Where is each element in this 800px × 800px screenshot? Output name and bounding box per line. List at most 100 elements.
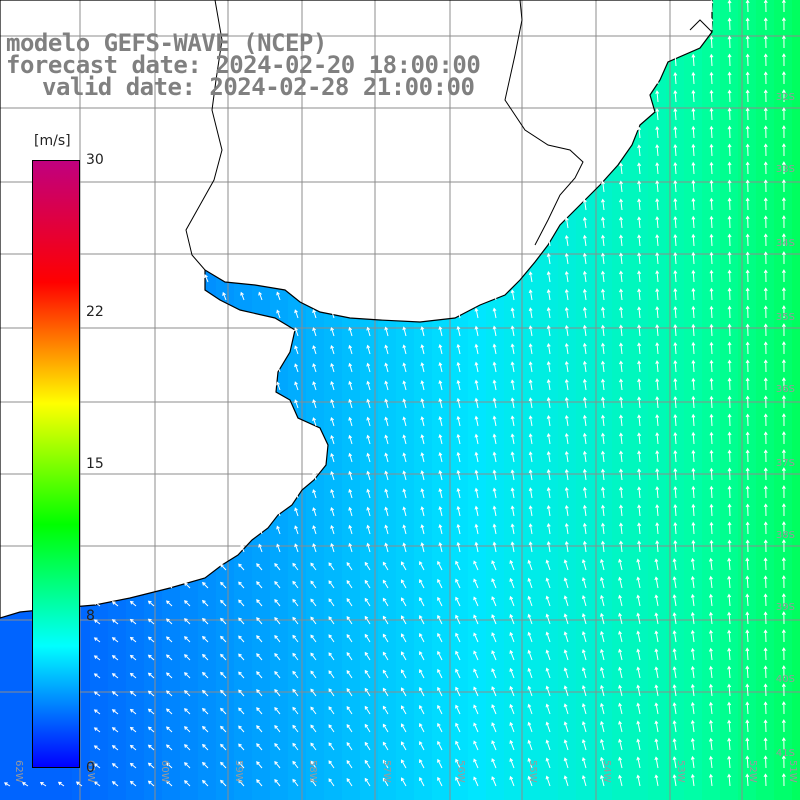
wind-arrow (781, 359, 786, 373)
wind-arrow (745, 467, 750, 481)
wind-arrows (3, 0, 786, 787)
wind-arrow (438, 469, 443, 481)
wind-speed-cell (72, 648, 90, 666)
wind-arrow (673, 72, 678, 85)
wind-arrow (455, 578, 461, 589)
wind-arrow (527, 703, 533, 715)
wind-speed-cell (414, 738, 432, 756)
wind-speed-cell (270, 720, 288, 738)
wind-arrow (781, 413, 786, 427)
wind-arrow (763, 107, 768, 121)
wind-arrow (654, 756, 659, 769)
wind-arrow (456, 433, 461, 445)
wind-arrow (781, 503, 786, 517)
wind-speed-cell (792, 432, 800, 450)
wind-arrow (165, 654, 173, 661)
wind-arrow (582, 360, 587, 373)
wind-arrow (637, 414, 642, 427)
wind-arrow (366, 380, 371, 391)
wind-arrow (691, 233, 696, 247)
wind-speed-cell (270, 666, 288, 684)
wind-arrow (727, 611, 732, 625)
wind-arrow (274, 598, 281, 607)
wind-arrow (238, 635, 245, 643)
wind-speed-cell (540, 360, 558, 378)
wind-speed-cell (630, 198, 648, 216)
wind-speed-cell (144, 738, 162, 756)
wind-speed-cell (648, 792, 666, 800)
wind-speed-cell (234, 774, 252, 792)
wind-speed-cell (198, 756, 216, 774)
wind-speed-cell (252, 756, 270, 774)
wind-arrow (545, 703, 551, 715)
wind-arrow (330, 470, 335, 481)
wind-arrow (310, 670, 317, 679)
wind-arrow (93, 637, 101, 643)
wind-arrow (745, 539, 750, 553)
wind-speed-cell (396, 756, 414, 774)
wind-arrow (564, 342, 569, 355)
wind-speed-cell (792, 342, 800, 360)
wind-arrow (348, 362, 353, 373)
wind-speed-cell (720, 360, 738, 378)
wind-arrow (637, 504, 642, 517)
wind-arrow (781, 35, 786, 49)
wind-speed-cell (702, 306, 720, 324)
wind-arrow (600, 360, 605, 373)
wind-speed-cell (576, 504, 594, 522)
wind-speed-cell (774, 558, 792, 576)
wind-speed-cell (684, 486, 702, 504)
wind-arrow (655, 450, 660, 463)
wind-speed-cell (648, 540, 666, 558)
wind-arrow (419, 687, 425, 697)
wind-arrow (618, 756, 623, 769)
wind-arrow (745, 773, 750, 787)
wind-speed-cell (252, 576, 270, 594)
wind-arrow (655, 414, 660, 427)
wind-arrow (637, 468, 642, 481)
wind-arrow (184, 762, 191, 769)
wind-arrow (745, 395, 750, 409)
wind-arrow (165, 744, 173, 751)
wind-arrow (419, 669, 425, 679)
wind-arrow (456, 397, 461, 409)
wind-arrow (745, 413, 750, 427)
wind-arrow (600, 342, 605, 355)
wind-arrow (348, 452, 353, 463)
wind-speed-cell (702, 522, 720, 540)
wind-arrow (348, 470, 353, 481)
wind-arrow (619, 288, 623, 301)
wind-arrow (763, 737, 768, 751)
wind-speed-cell (792, 324, 800, 342)
wind-arrow (600, 504, 605, 517)
wind-arrow (581, 631, 587, 643)
wind-arrow (545, 613, 551, 625)
wind-arrow (438, 541, 443, 553)
wind-speed-cell (684, 378, 702, 396)
wind-arrow (147, 708, 155, 715)
wind-arrow (655, 144, 660, 157)
wind-arrow (709, 179, 714, 193)
wind-arrow (582, 468, 587, 481)
wind-speed-cell (612, 378, 630, 396)
wind-arrow (600, 486, 605, 499)
wind-arrow (202, 635, 209, 643)
wind-speed-cell (324, 594, 342, 612)
wind-arrow (781, 575, 786, 589)
wind-arrow (600, 270, 605, 283)
wind-speed-cell (594, 540, 612, 558)
wind-arrow (745, 683, 750, 697)
wind-arrow (637, 522, 642, 535)
wind-arrow (276, 543, 281, 553)
wind-speed-cell (126, 774, 144, 792)
wind-arrow (564, 324, 569, 337)
wind-arrow (384, 362, 389, 373)
wind-arrow (328, 634, 335, 643)
wind-speed-cell (630, 162, 648, 180)
wind-arrow (510, 361, 515, 373)
wind-speed-cell (54, 720, 72, 738)
wind-speed-cell (612, 468, 630, 486)
wind-arrow (654, 576, 659, 589)
wind-speed-cell (612, 288, 630, 306)
wind-arrow (655, 306, 660, 319)
